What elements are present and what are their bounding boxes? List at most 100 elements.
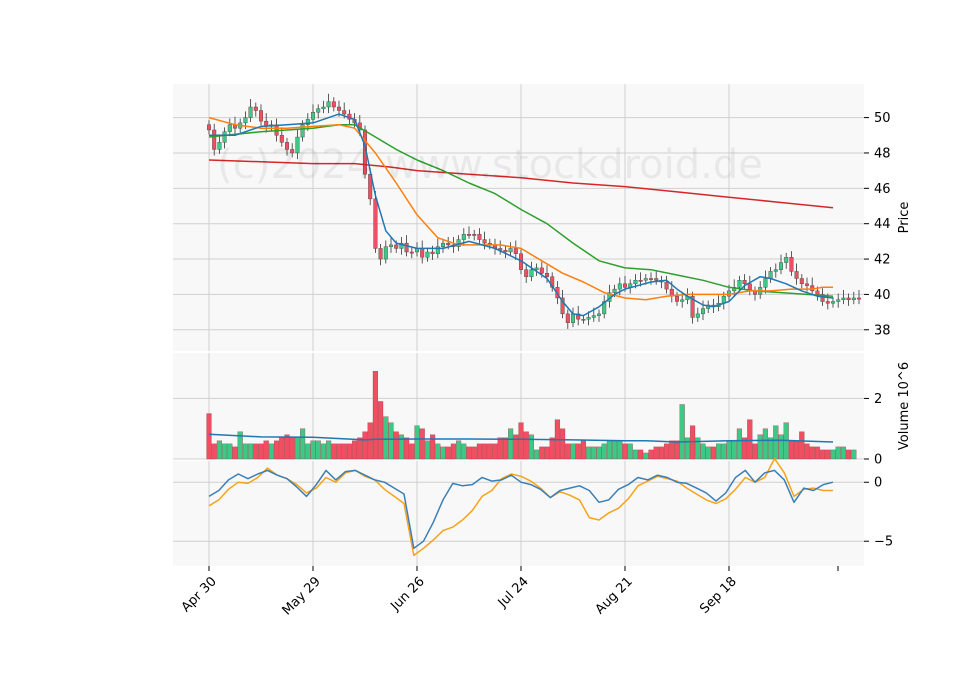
x-tick-label: Sep 18: [697, 574, 740, 617]
candle-body: [799, 278, 804, 285]
volume-bar: [435, 443, 441, 460]
candle-body: [539, 267, 544, 274]
volume-bar: [648, 449, 654, 460]
volume-bar: [513, 434, 519, 460]
volume-bar: [320, 443, 326, 460]
volume-bar: [414, 425, 420, 460]
volume-bar: [726, 440, 732, 460]
y-tick-label: 0: [874, 453, 882, 468]
volume-bar: [393, 431, 399, 460]
candle-body: [591, 315, 596, 318]
volume-bar: [653, 446, 659, 460]
volume-bar: [731, 440, 737, 460]
volume-bar: [612, 440, 618, 460]
x-axis: Apr 30 May 29 Jun 26 Jul 24 Aug 21 Sep 18: [179, 566, 839, 618]
candle-body: [217, 142, 222, 150]
candle-body: [742, 280, 747, 285]
volume-bar: [388, 422, 394, 460]
candle-body: [695, 313, 700, 318]
volume-bar: [840, 446, 846, 460]
candle-body: [446, 242, 451, 246]
candle-body: [279, 135, 284, 143]
price-axis-label: Price: [897, 202, 912, 234]
y-tick-label: −5: [874, 535, 893, 550]
volume-bar: [445, 446, 451, 460]
candle-body: [524, 269, 529, 277]
volume-bar: [326, 440, 332, 460]
candle-body: [305, 119, 310, 125]
candle-body: [212, 129, 217, 150]
y-tick-label: 2: [874, 392, 882, 407]
volume-bar: [461, 443, 467, 460]
volume-bar: [664, 443, 670, 460]
candle-body: [784, 257, 789, 263]
volume-bar: [773, 425, 779, 460]
candle-body: [779, 262, 784, 270]
volume-bar: [279, 437, 285, 460]
volume-bar: [497, 437, 503, 460]
volume-bar: [622, 443, 628, 460]
volume-bar: [440, 446, 446, 460]
volume-bar: [679, 404, 685, 460]
volume-bar: [398, 434, 404, 460]
volume-bar: [357, 437, 363, 460]
volume-bar: [601, 443, 607, 460]
volume-bar: [305, 443, 311, 460]
volume-bar: [539, 446, 545, 460]
volume-panel: 0 2 Volume 10^6: [173, 353, 912, 468]
volume-bar: [487, 443, 493, 460]
candle-body: [623, 283, 628, 288]
volume-bar: [300, 428, 306, 460]
candle-body: [597, 313, 602, 316]
candle-body: [420, 248, 425, 258]
candle-body: [649, 278, 654, 280]
volume-bar: [591, 446, 597, 460]
volume-bar: [289, 437, 295, 460]
oscillator-panel: 0 −5: [173, 457, 893, 566]
candle-body: [389, 244, 394, 247]
volume-bar: [617, 440, 623, 460]
candle-body: [576, 313, 581, 320]
watermark: (c)2024 www.stockdroid.de: [217, 142, 763, 188]
candle-body: [851, 297, 856, 300]
volume-bar: [658, 446, 664, 460]
volume-bar: [378, 401, 384, 460]
candle-body: [612, 288, 617, 293]
volume-bar: [742, 437, 748, 460]
volume-bar: [518, 422, 524, 460]
volume-bar: [794, 440, 800, 460]
volume-bar: [560, 428, 566, 460]
candle-body: [331, 101, 336, 108]
volume-bar: [846, 449, 852, 460]
candle-body: [643, 278, 648, 281]
candle-body: [664, 281, 669, 290]
candle-body: [285, 142, 290, 150]
candle-body: [820, 294, 825, 302]
volume-bar: [627, 443, 633, 460]
volume-bar: [747, 419, 753, 460]
candle-body: [259, 110, 264, 122]
volume-bar: [586, 446, 592, 460]
volume-bar: [383, 416, 389, 460]
candle-body: [295, 136, 300, 154]
volume-bar: [523, 431, 529, 460]
volume-bar: [362, 431, 368, 460]
volume-axis-label: Volume 10^6: [897, 362, 912, 450]
moving-average-blue: [209, 113, 834, 317]
candle-body: [477, 234, 482, 240]
volume-bar: [825, 449, 831, 460]
volume-bar: [632, 449, 638, 460]
candle-body: [841, 297, 846, 300]
candle-body: [560, 297, 565, 315]
volume-bar: [549, 437, 555, 460]
candle-body: [690, 295, 695, 318]
volume-bar: [669, 440, 675, 460]
candle-body: [404, 242, 409, 253]
candle-body: [503, 250, 508, 253]
volume-bar: [721, 443, 727, 460]
volume-bar: [227, 443, 233, 460]
volume-bar: [768, 437, 774, 460]
volume-bar: [456, 440, 462, 460]
candle-body: [425, 251, 430, 258]
